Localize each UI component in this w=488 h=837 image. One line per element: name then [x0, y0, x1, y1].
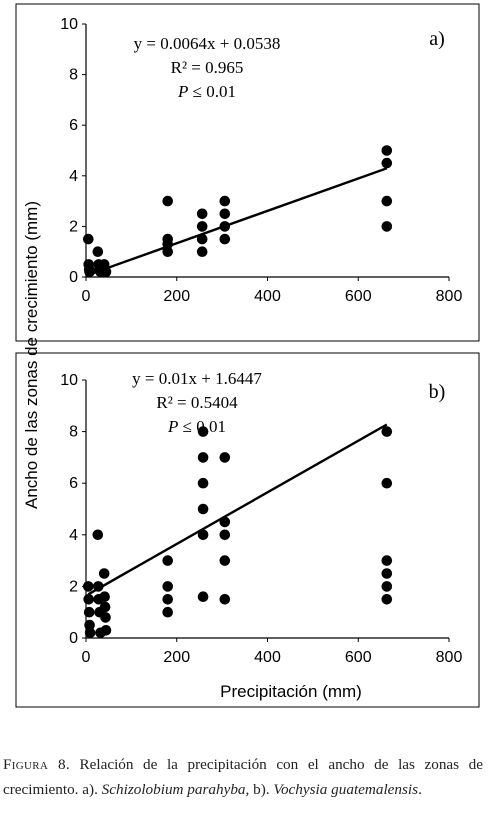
- r-squared-b: R² = 0.5404: [156, 393, 238, 412]
- y-tick-label-b: 2: [69, 578, 78, 595]
- panel-a-frame: [15, 3, 480, 342]
- y-tick-label-a: 0: [69, 269, 78, 286]
- data-point-a: [162, 195, 173, 207]
- figure: Ancho de las zonas de crecimiento (mm) 0…: [15, 3, 480, 708]
- data-point-a: [162, 246, 173, 257]
- data-point-b: [219, 594, 231, 605]
- data-point-a: [381, 145, 393, 156]
- caption-text-3: .: [418, 781, 422, 798]
- data-point-b: [83, 606, 95, 618]
- data-point-b: [92, 529, 104, 541]
- x-tick-label-a: 800: [436, 288, 463, 305]
- data-point-b: [381, 594, 393, 605]
- data-point-a: [196, 233, 208, 245]
- panel-b-frame: [15, 352, 480, 708]
- data-point-b: [197, 426, 209, 437]
- y-tick-label-b: 10: [60, 372, 78, 389]
- regression-equation-b: y = 0.01x + 1.6447: [132, 369, 262, 388]
- caption-text-1: Relación de la precipitación con el anch…: [3, 756, 483, 798]
- data-point-b: [197, 503, 209, 515]
- data-point-a: [196, 221, 208, 232]
- data-point-b: [162, 581, 173, 592]
- data-point-b: [197, 452, 209, 463]
- data-point-a: [83, 233, 94, 245]
- data-point-a: [92, 246, 104, 257]
- data-point-a: [219, 233, 231, 245]
- data-point-b: [381, 555, 393, 566]
- x-tick-label-a: 200: [163, 288, 190, 305]
- data-point-b: [219, 452, 231, 463]
- data-point-a: [196, 246, 208, 257]
- p-value-a: P ≤ 0.01: [177, 82, 236, 101]
- data-point-b: [99, 601, 111, 613]
- x-axis-title-b: Precipitación (mm): [220, 682, 362, 701]
- x-tick-label-b: 200: [163, 649, 190, 666]
- x-tick-label-b: 0: [82, 649, 91, 666]
- p-value-b: P ≤ 0.01: [167, 417, 226, 436]
- data-point-a: [196, 208, 208, 220]
- panel-a: 0 2 4 6 8 10 0 200 400 600 800 y = 0.0064x + 0.0538…: [60, 16, 462, 305]
- y-tick-label-a: 10: [60, 16, 78, 33]
- trendline-b: [87, 423, 388, 596]
- data-point-b: [381, 426, 393, 437]
- caption-species-a: Schizolobium parahyba: [101, 781, 246, 798]
- data-point-b: [197, 477, 209, 489]
- data-point-b: [381, 581, 393, 592]
- data-point-a: [381, 195, 393, 207]
- data-point-b: [84, 619, 95, 631]
- y-tick-label-b: 8: [69, 424, 78, 441]
- data-point-b: [162, 555, 173, 566]
- data-point-b: [98, 568, 110, 579]
- data-point-b: [100, 612, 111, 623]
- caption-text-2: , b).: [245, 781, 274, 798]
- data-point-b: [381, 477, 393, 489]
- y-tick-label-a: 6: [69, 117, 78, 134]
- trendline-a: [87, 167, 388, 276]
- data-point-b: [84, 627, 96, 639]
- x-tick-label-a: 400: [254, 288, 281, 305]
- data-point-b: [197, 529, 209, 541]
- data-point-a: [219, 195, 231, 207]
- caption-species-b: Vochysia guatemalensis: [273, 781, 419, 798]
- data-point-a: [381, 157, 393, 169]
- panel-b: 0 2 4 6 8 10 0 200 400 600 800 y = 0.01x + 1.6447 R²…: [60, 369, 462, 701]
- data-point-b: [162, 594, 173, 605]
- y-tick-label-b: 6: [69, 475, 78, 492]
- data-point-b: [162, 606, 173, 618]
- y-tick-label-b: 4: [69, 527, 78, 544]
- r-squared-a: R² = 0.965: [171, 58, 244, 77]
- data-point-b: [197, 591, 209, 602]
- panel-label-b: b): [429, 381, 446, 403]
- data-point-b: [83, 594, 94, 605]
- figure-caption: Figura 8. Relación de la precipitación c…: [3, 752, 483, 802]
- data-point-a: [219, 208, 231, 220]
- data-point-b: [381, 568, 393, 579]
- y-tick-label-a: 2: [69, 218, 78, 235]
- data-point-b: [83, 581, 94, 592]
- x-tick-label-a: 600: [345, 288, 372, 305]
- y-axis-title: Ancho de las zonas de crecimiento (mm): [22, 201, 41, 509]
- x-tick-label-b: 800: [436, 649, 463, 666]
- data-point-b: [99, 591, 110, 602]
- y-tick-label-a: 8: [69, 67, 78, 84]
- data-point-b: [100, 625, 112, 636]
- y-tick-label-a: 4: [69, 168, 78, 185]
- x-tick-label-b: 600: [345, 649, 372, 666]
- y-tick-label-b: 0: [69, 630, 78, 647]
- x-tick-label-b: 400: [254, 649, 281, 666]
- x-tick-label-a: 0: [82, 288, 91, 305]
- data-point-b: [219, 529, 231, 541]
- data-point-b: [219, 555, 231, 566]
- panel-label-a: a): [429, 28, 445, 50]
- data-point-a: [381, 221, 393, 232]
- caption-label: Figura 8.: [3, 756, 70, 773]
- regression-equation-a: y = 0.0064x + 0.0538: [134, 34, 281, 53]
